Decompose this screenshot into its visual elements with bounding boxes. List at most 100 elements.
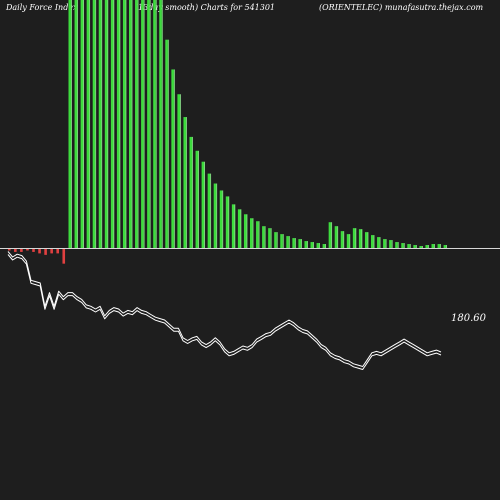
force-bar-positive <box>377 237 380 248</box>
force-bar-highlight <box>186 117 187 248</box>
force-bar-highlight <box>210 173 212 248</box>
force-bar-positive <box>104 0 108 248</box>
force-bar-highlight <box>222 190 224 248</box>
force-bar-highlight <box>355 228 357 248</box>
force-bar-highlight <box>307 241 308 248</box>
force-bar-positive <box>268 228 271 248</box>
force-bar-highlight <box>192 136 193 248</box>
force-bar-negative <box>20 249 23 252</box>
force-bar-highlight <box>343 231 345 248</box>
force-bar-positive <box>92 0 96 248</box>
force-bar-positive <box>189 136 193 248</box>
force-bar-positive <box>159 0 162 248</box>
force-bar-positive <box>98 0 102 248</box>
force-bar-highlight <box>349 234 351 248</box>
force-bar-negative <box>14 249 17 252</box>
force-bar-positive <box>425 245 429 248</box>
force-bar-highlight <box>331 222 333 248</box>
force-bar-highlight <box>415 245 417 248</box>
force-bar-highlight <box>143 0 145 248</box>
force-bar-positive <box>80 0 84 248</box>
force-bar-highlight <box>131 0 133 248</box>
force-bar-highlight <box>379 237 381 248</box>
force-bar-positive <box>153 0 156 248</box>
chart-header-middle: (13day smooth) Charts for 541301 <box>135 3 275 12</box>
force-bar-highlight <box>337 226 339 248</box>
force-bar-highlight <box>294 238 296 248</box>
force-bar-positive <box>340 231 344 248</box>
force-bar-positive <box>171 69 174 248</box>
force-bar-highlight <box>264 226 266 248</box>
force-bar-highlight <box>119 0 121 248</box>
force-bar-highlight <box>161 0 163 248</box>
force-bar-positive <box>116 0 120 248</box>
force-bar-positive <box>219 190 223 248</box>
chart-header-left: Daily Force Index <box>5 3 78 12</box>
force-bar-highlight <box>149 0 151 248</box>
force-bar-highlight <box>71 0 72 248</box>
force-bar-positive <box>304 241 308 248</box>
force-bar-positive <box>243 214 247 248</box>
force-bar-highlight <box>403 243 405 248</box>
force-bar-positive <box>86 0 90 248</box>
force-bar-highlight <box>325 244 326 248</box>
force-bar-highlight <box>167 39 169 249</box>
force-bar-positive <box>310 242 314 248</box>
force-bar-negative <box>50 249 53 254</box>
force-bar-negative <box>44 249 47 255</box>
force-bar-positive <box>110 0 114 248</box>
force-bar-positive <box>292 238 295 248</box>
force-bar-highlight <box>385 239 387 248</box>
force-bar-highlight <box>361 229 363 248</box>
force-bar-positive <box>213 183 217 248</box>
price-line-lower <box>7 254 442 370</box>
force-bar-highlight <box>288 236 290 248</box>
force-bar-positive <box>177 94 180 249</box>
force-bar-positive <box>286 236 289 248</box>
force-bar-positive <box>346 234 350 248</box>
force-bar-positive <box>122 0 126 248</box>
force-bar-highlight <box>95 0 97 248</box>
force-bar-highlight <box>397 242 399 248</box>
force-bar-highlight <box>180 94 181 249</box>
force-bar-highlight <box>234 204 236 248</box>
force-index-bars <box>8 0 447 264</box>
force-bar-highlight <box>113 0 115 248</box>
force-bar-highlight <box>101 0 103 248</box>
force-bar-positive <box>407 244 410 248</box>
force-bar-positive <box>389 240 392 248</box>
force-bar-highlight <box>319 243 320 248</box>
force-bar-highlight <box>83 0 84 248</box>
force-bar-positive <box>419 246 422 248</box>
force-bar-highlight <box>246 214 248 248</box>
force-bar-highlight <box>258 221 260 248</box>
force-bar-positive <box>352 228 356 248</box>
force-bar-highlight <box>282 234 284 248</box>
force-bar-highlight <box>440 244 441 248</box>
force-bar-positive <box>322 244 326 248</box>
force-bar-highlight <box>198 150 199 248</box>
force-bar-positive <box>431 244 435 248</box>
force-bar-highlight <box>301 239 302 248</box>
force-bar-highlight <box>155 0 157 248</box>
force-bar-highlight <box>125 0 127 248</box>
force-bar-highlight <box>240 209 242 248</box>
force-bar-positive <box>201 161 205 248</box>
force-bar-positive <box>383 239 386 248</box>
chart-header-right: (ORIENTELEC) munafasutra.thejax.com <box>319 3 484 12</box>
force-bar-highlight <box>77 0 78 248</box>
force-bar-negative <box>32 249 35 252</box>
force-bar-positive <box>334 226 338 248</box>
force-bar-positive <box>316 243 320 248</box>
force-bar-highlight <box>276 232 278 248</box>
force-bar-negative <box>62 249 66 264</box>
force-bar-positive <box>298 239 301 248</box>
force-bar-negative <box>38 249 41 254</box>
force-bar-highlight <box>391 240 393 248</box>
force-bar-positive <box>328 222 332 248</box>
force-bar-positive <box>280 234 283 248</box>
force-bar-positive <box>183 117 187 248</box>
force-bar-positive <box>274 232 277 248</box>
